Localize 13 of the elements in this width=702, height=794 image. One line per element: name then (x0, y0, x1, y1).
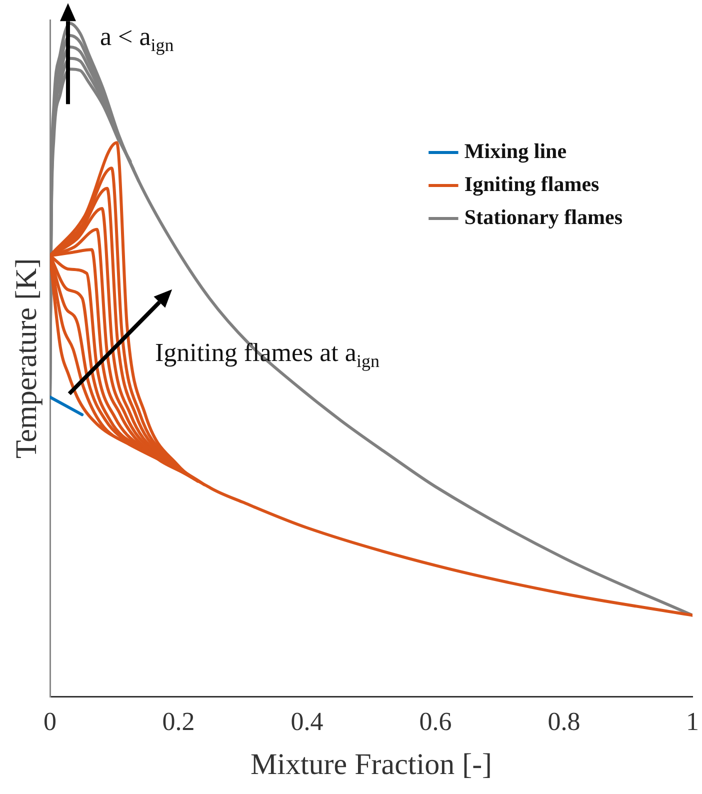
x-tick-label: 0.8 (548, 707, 580, 736)
x-tick-label: 0.6 (419, 707, 452, 736)
x-tick-label: 0 (44, 707, 56, 736)
legend-label: Mixing line (464, 138, 567, 163)
y-axis-title: Temperature [K] (10, 258, 43, 459)
annotation: Igniting flames at a$_{ign}$ (155, 338, 380, 372)
x-axis-title: Mixture Fraction [-] (250, 748, 492, 781)
x-tick-label: 1 (686, 707, 699, 736)
x-tick-label: 0.4 (290, 707, 324, 736)
legend-label: Igniting flames (464, 172, 600, 196)
annotation: a < a$_{ign}$ (100, 22, 174, 56)
legend-label: Stationary flames (464, 204, 623, 229)
x-tick-label: 0.2 (162, 707, 195, 736)
